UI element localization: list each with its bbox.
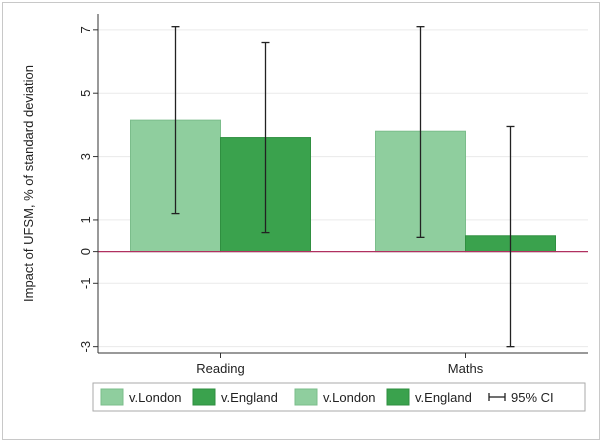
legend-swatch [100,388,124,406]
y-ticks: 7 5 3 1 0 -1 -3 [78,26,98,352]
y-tick-label: 0 [78,248,93,255]
y-tick-label: 3 [78,153,93,160]
legend-swatch [192,388,216,406]
x-ticks: Reading Maths [196,353,484,376]
bars [130,119,556,253]
y-tick-label: -3 [78,341,93,353]
legend-swatch [386,388,410,406]
legend-label: v.London [129,390,182,405]
legend-label: v.England [415,390,472,405]
legend-label: v.London [323,390,376,405]
y-tick-label: -1 [78,278,93,290]
error-bars [171,26,515,348]
y-tick-label: 5 [78,90,93,97]
legend-label: 95% CI [511,390,554,405]
axes [97,14,588,354]
legend-swatch [294,388,318,406]
y-tick-label: 7 [78,26,93,33]
x-tick-label-reading: Reading [196,361,244,376]
y-axis-label: Impact of UFSM, % of standard deviation [21,65,36,302]
y-tick-label: 1 [78,216,93,223]
legend-label: v.England [221,390,278,405]
x-tick-label-maths: Maths [448,361,484,376]
legend: v.London v.England v.London v.England 95% CI [92,382,586,412]
bar-chart: 7 5 3 1 0 -1 -3 Reading Maths Impact of UFSM, %… [21,14,588,412]
